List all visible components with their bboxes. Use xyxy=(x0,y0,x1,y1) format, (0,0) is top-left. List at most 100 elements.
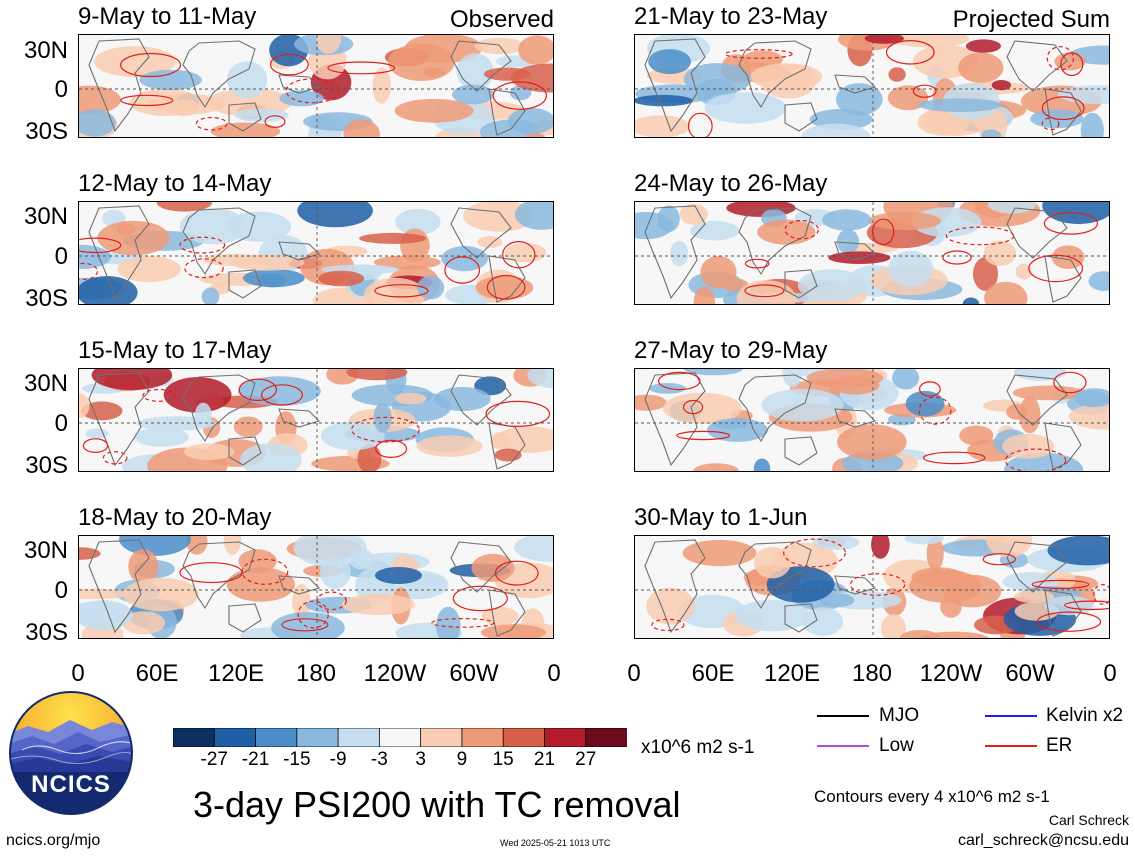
lon-label-0: 0 xyxy=(71,660,85,687)
er-contour xyxy=(1046,46,1075,71)
coastline xyxy=(88,38,150,133)
coastline xyxy=(88,205,150,300)
coastline xyxy=(784,102,818,132)
colorbar-tick-label: -27 xyxy=(200,749,228,770)
field-blob xyxy=(684,369,743,376)
site-link[interactable]: ncics.org/mjo xyxy=(6,832,101,849)
er-contour xyxy=(79,237,122,254)
er-contour xyxy=(444,256,481,284)
field-blob xyxy=(965,39,1001,53)
field-blob xyxy=(271,612,345,638)
legend-er-line xyxy=(985,745,1037,747)
field-blob xyxy=(692,463,740,471)
er-contour xyxy=(102,451,128,465)
coastline xyxy=(644,372,706,467)
author-email[interactable]: carl_schreck@ncsu.edu xyxy=(958,832,1129,849)
coastline xyxy=(738,541,812,610)
coastline xyxy=(488,422,526,470)
field-blob xyxy=(704,92,786,124)
field-blob xyxy=(1019,396,1041,434)
field-blob xyxy=(359,232,427,244)
author-name: Carl Schreck xyxy=(1048,812,1129,828)
panel-title-4: 18-May to 20-May xyxy=(78,504,272,531)
field-blob xyxy=(812,536,860,550)
legend-kelvin-label: Kelvin x2 xyxy=(1046,705,1124,726)
timestamp: Wed 2025-05-21 1013 UTC xyxy=(500,838,611,848)
colorbar-swatch xyxy=(502,728,546,747)
colorbar-tick-label: 21 xyxy=(533,749,556,770)
er-contour xyxy=(945,226,1015,246)
field-blob xyxy=(494,426,553,453)
field-blob xyxy=(958,52,1004,83)
map-panel-5 xyxy=(634,34,1110,138)
field-blob xyxy=(1088,271,1109,291)
field-blob xyxy=(79,276,138,304)
er-contour xyxy=(179,562,243,584)
er-contour xyxy=(912,84,937,98)
lat-label-eq: 0 xyxy=(54,243,68,270)
coastline xyxy=(450,207,512,259)
field-blob xyxy=(940,595,962,618)
panel-tag-observed: Observed xyxy=(449,6,554,33)
field-blob xyxy=(136,416,217,431)
field-blob xyxy=(670,240,689,267)
map-panel-8 xyxy=(634,535,1110,639)
er-contour xyxy=(492,81,547,110)
er-contour xyxy=(783,538,846,568)
er-contour xyxy=(942,250,972,265)
field-blob xyxy=(918,98,1002,112)
colorbar-units: x10^6 m2 s-1 xyxy=(641,737,755,758)
coastline xyxy=(182,541,256,610)
field-blob xyxy=(1057,85,1109,105)
field-blob xyxy=(1074,388,1109,408)
er-contour xyxy=(297,600,329,629)
field-blob xyxy=(434,386,491,412)
field-blob xyxy=(375,567,422,584)
field-blob xyxy=(343,119,380,137)
field-blob xyxy=(226,61,268,99)
field-blob xyxy=(156,202,212,212)
field-blob xyxy=(753,547,791,579)
coastline xyxy=(488,589,526,637)
coastline xyxy=(182,207,256,276)
contour-note: Contours every 4 x10^6 m2 s-1 xyxy=(814,787,1050,806)
er-contour xyxy=(676,430,731,441)
field-blob xyxy=(750,63,823,90)
lon-label-120w: 120W xyxy=(919,660,983,687)
er-contour xyxy=(327,61,396,75)
field-blob xyxy=(242,269,305,288)
field-blob xyxy=(904,536,944,545)
lat-label-30s: 30S xyxy=(25,619,68,646)
colorbar-swatch xyxy=(337,728,381,747)
field-blob xyxy=(318,270,365,287)
colorbar-tick-label: -21 xyxy=(241,749,270,770)
colorbar-tick-label: 3 xyxy=(415,749,426,770)
field-blob xyxy=(905,390,945,417)
lat-label-30n: 30N xyxy=(23,37,68,64)
field-blob xyxy=(293,536,367,567)
map-panel-2 xyxy=(78,201,554,305)
er-contour xyxy=(982,553,1016,566)
field-blob xyxy=(441,246,488,272)
field-blob xyxy=(134,427,189,447)
lat-label-eq: 0 xyxy=(54,76,68,103)
er-contour xyxy=(261,384,304,406)
field-blob xyxy=(888,250,934,287)
field-blob xyxy=(315,35,342,54)
lon-label-120e: 120E xyxy=(207,660,265,687)
er-contour xyxy=(682,399,704,415)
lon-label-0e: 0 xyxy=(1103,660,1117,687)
field-blob xyxy=(388,43,455,81)
coastline xyxy=(834,408,877,428)
coastline xyxy=(738,40,812,109)
field-blob xyxy=(1002,572,1059,591)
field-blob xyxy=(97,220,170,256)
field-blob xyxy=(881,614,906,638)
er-contour xyxy=(651,618,685,632)
er-contour xyxy=(120,94,174,107)
er-contour xyxy=(431,617,495,628)
field-blob xyxy=(79,85,121,114)
map-panel-1 xyxy=(78,34,554,138)
coastline xyxy=(228,603,262,633)
coastline xyxy=(182,374,256,443)
